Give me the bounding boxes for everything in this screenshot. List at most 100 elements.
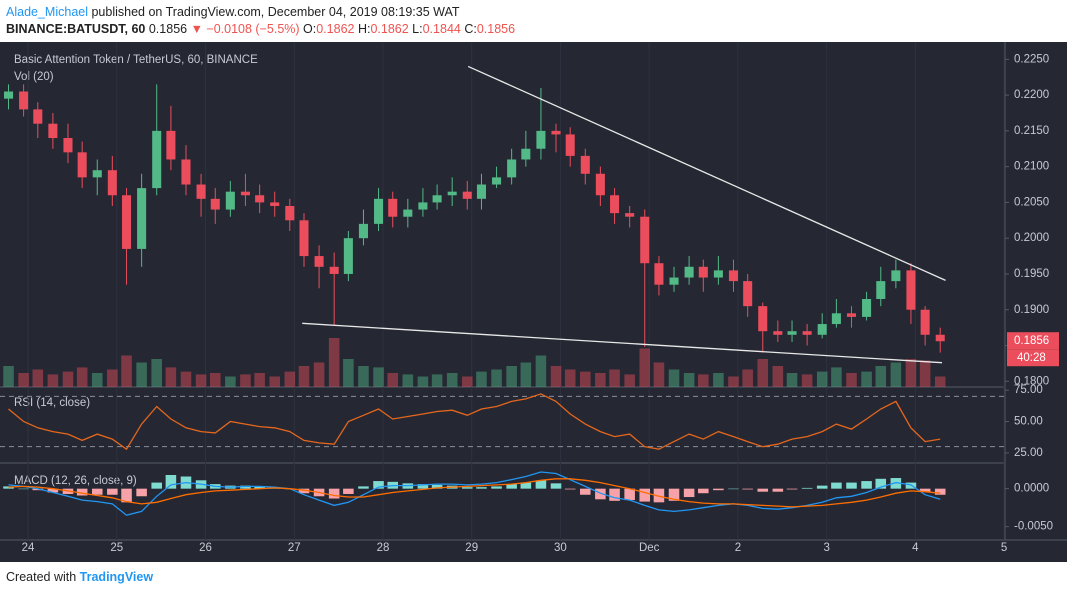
brand[interactable]: TradingView — [79, 570, 154, 584]
volume-bar — [3, 366, 14, 387]
macd-histogram — [698, 488, 709, 494]
volume-bar — [506, 366, 517, 387]
volume-bar — [47, 374, 59, 387]
macd-histogram — [535, 480, 547, 489]
y-tick-label: 0.1950 — [1014, 268, 1049, 280]
ohlc: O:0.1862 H:0.1862 L:0.1844 C:0.1856 — [303, 22, 515, 36]
y-tick-label: 0.0000 — [1014, 483, 1049, 495]
author[interactable]: Alade_Michael — [6, 5, 88, 19]
candle-body — [418, 202, 428, 210]
macd-histogram — [550, 483, 562, 489]
volume-bar — [328, 338, 340, 387]
candle-body — [137, 188, 147, 249]
countdown-box — [1007, 349, 1059, 367]
candle-body — [447, 191, 457, 196]
y-tick-label: 0.2000 — [1014, 232, 1049, 244]
macd-histogram — [934, 488, 946, 495]
volume-label: Vol (20) — [14, 71, 54, 83]
header: Alade_Michael published on TradingView.c… — [6, 4, 515, 38]
footer: Created with TradingView — [6, 570, 153, 584]
volume-bar — [62, 371, 74, 387]
macd-histogram — [32, 488, 44, 491]
candle-body — [935, 334, 945, 342]
volume-bar — [121, 355, 132, 387]
signal-line — [8, 478, 941, 508]
macd-histogram — [358, 486, 369, 489]
last-price-box — [1007, 332, 1059, 350]
volume-bar — [520, 362, 532, 387]
footer-text: Created with — [6, 570, 77, 584]
candle-body — [255, 195, 265, 203]
volume-bar — [195, 374, 207, 387]
candle-body — [107, 170, 117, 196]
volume-bar — [624, 374, 635, 387]
volume-bar — [32, 369, 44, 387]
volume-bar — [461, 376, 473, 387]
candle-body — [329, 266, 339, 274]
volume-bar — [861, 371, 872, 387]
candle-body — [196, 184, 206, 199]
volume-bar — [254, 373, 265, 387]
volume-bar — [387, 373, 399, 387]
candle-body — [698, 266, 708, 278]
candle-body — [343, 238, 353, 274]
volume-bar — [240, 374, 251, 387]
macd-histogram — [713, 488, 724, 491]
macd-label: MACD (12, 26, close, 9) — [14, 475, 137, 487]
macd-histogram — [564, 488, 576, 490]
macd-histogram — [136, 488, 147, 497]
candle-body — [358, 223, 368, 239]
volume-bar — [107, 369, 118, 387]
macd-histogram — [861, 481, 872, 489]
volume-bar — [284, 371, 296, 387]
chart-title: Basic Attention Token / TetherUS, 60, BI… — [14, 54, 258, 66]
ohlc-label: H: — [357, 22, 371, 36]
volume-bar — [890, 362, 902, 387]
x-tick-label: 30 — [554, 542, 567, 554]
y-tick-label: 0.2200 — [1014, 89, 1049, 101]
candle-body — [374, 198, 384, 224]
x-tick-label: 24 — [22, 542, 35, 554]
trendline — [467, 65, 946, 281]
macd-histogram — [343, 488, 354, 494]
macd-histogram — [919, 488, 931, 492]
volume-bar — [846, 373, 857, 387]
x-tick-label: 2 — [735, 542, 741, 554]
candle-body — [758, 306, 768, 332]
volume-bar — [653, 362, 665, 387]
candle-body — [802, 331, 812, 335]
header-line: Alade_Michael published on TradingView.c… — [6, 4, 515, 21]
candle-body — [432, 195, 442, 203]
last: 0.1856 — [148, 22, 188, 36]
candle-body — [551, 130, 561, 135]
ohlc-value: 0.1844 — [422, 22, 461, 36]
candle-body — [48, 123, 58, 139]
ohlc-label: O: — [303, 22, 317, 36]
volume-bar — [580, 371, 591, 387]
macd-histogram — [683, 488, 695, 498]
volume-bar — [180, 371, 192, 387]
volume-bar — [875, 366, 887, 387]
macd-histogram — [121, 488, 132, 503]
macd-histogram — [728, 488, 739, 490]
volume-bar — [491, 369, 502, 387]
ohlc-label: C: — [464, 22, 477, 36]
macd-histogram — [890, 478, 902, 489]
x-tick-label: 26 — [199, 542, 212, 554]
candle-body — [285, 205, 295, 221]
volume-bar — [313, 362, 325, 387]
candle-body — [595, 173, 605, 196]
volume-bar — [298, 366, 310, 387]
candle-body — [654, 263, 664, 285]
macd-histogram — [580, 488, 591, 495]
candle-body — [610, 195, 620, 214]
volume-bar — [550, 366, 562, 387]
volume-bar — [683, 373, 695, 387]
ohlc-value: 0.1862 — [370, 22, 409, 36]
candle-body — [891, 270, 901, 282]
volume-bar — [728, 376, 739, 387]
candle-body — [713, 270, 723, 278]
x-tick-label: 29 — [465, 542, 478, 554]
macd-histogram — [76, 488, 88, 496]
macd-histogram — [595, 488, 606, 500]
